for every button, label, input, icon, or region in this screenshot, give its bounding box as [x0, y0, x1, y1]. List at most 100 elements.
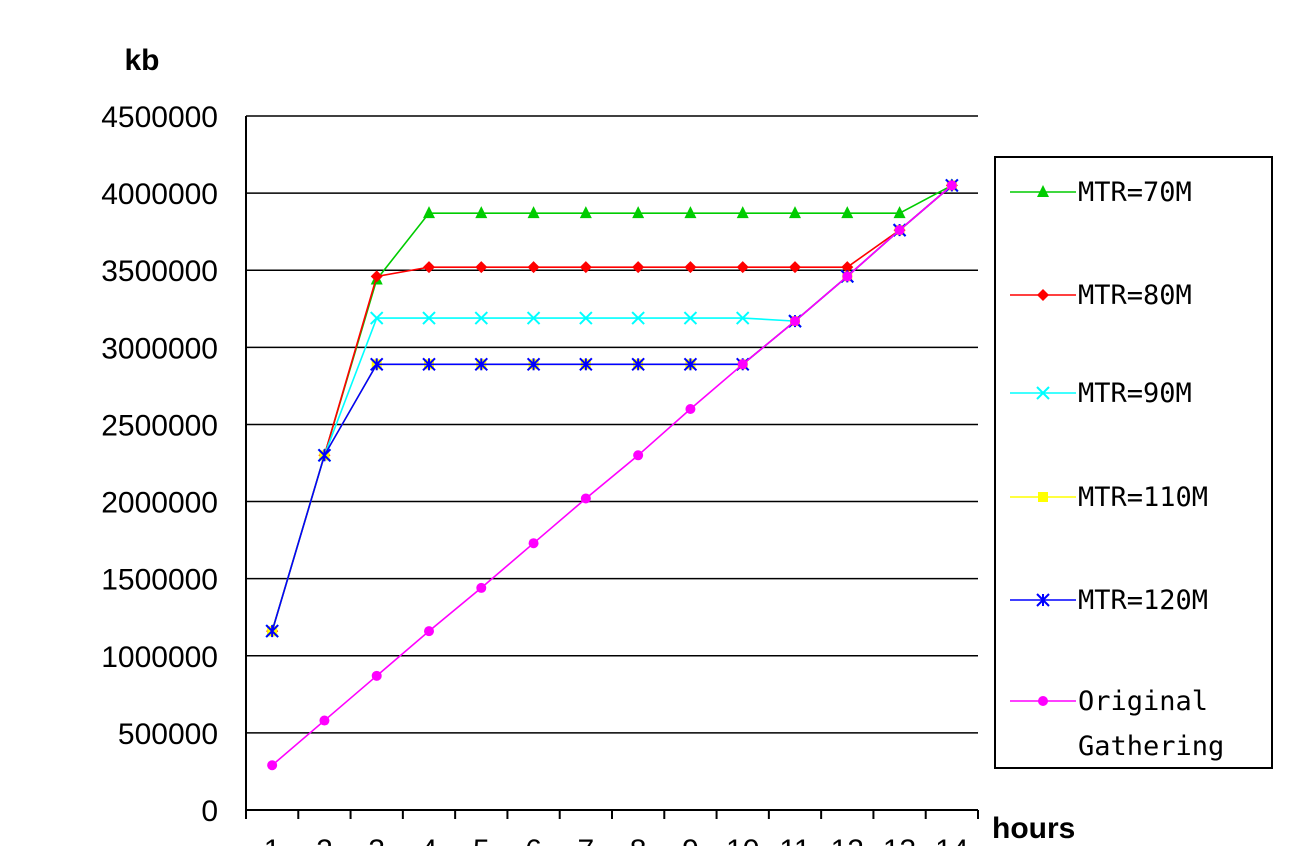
data-point: [842, 271, 853, 282]
data-point: [527, 206, 540, 219]
data-point-stroke: [526, 311, 541, 325]
legend-item: MTR=120M: [1010, 585, 1208, 616]
data-point: [946, 180, 957, 191]
data-point: [526, 357, 541, 372]
legend-item: MTR=70M: [1010, 177, 1192, 208]
y-tick-labels: 0 500000 1000000 1500000 2000000 2500000 30000…: [101, 101, 218, 828]
data-point: [370, 270, 383, 283]
data-point: [631, 357, 645, 372]
x-tick-label: 4: [421, 834, 438, 846]
data-point: [423, 206, 435, 219]
x-tick-label: 3: [368, 834, 385, 846]
series-2: [266, 179, 958, 638]
data-point: [736, 206, 749, 219]
y-tick-label: 1500000: [101, 564, 218, 597]
y-tick-label: 4500000: [101, 101, 218, 134]
legend: MTR=70M MTR=80M MTR=90M MTR=110M MTR=120M Ori…: [994, 156, 1273, 769]
y-tick-label: 500000: [118, 718, 218, 751]
legend-label: MTR=120M: [1078, 585, 1208, 616]
series-6: [267, 180, 957, 771]
y-tick-label: 1000000: [101, 641, 218, 674]
series-4: [267, 180, 957, 637]
x-axis-title: hours: [992, 812, 1075, 845]
y-tick-label: 3000000: [101, 332, 218, 365]
series-line: [271, 184, 953, 632]
data-point: [685, 404, 696, 415]
y-axis-title: kb: [124, 44, 159, 77]
data-point: [1036, 386, 1050, 400]
data-point: [1038, 492, 1048, 502]
x-tick-label: 9: [682, 834, 699, 846]
data-point-stroke: [370, 311, 384, 325]
data-point: [371, 670, 382, 681]
data-point-stroke: [1036, 386, 1050, 400]
data-point: [528, 538, 539, 549]
series-lines: [265, 178, 959, 771]
series-line: [271, 184, 953, 632]
data-point: [684, 206, 697, 219]
data-point: [841, 206, 854, 219]
data-point: [632, 206, 645, 219]
data-point: [475, 206, 488, 219]
data-point: [684, 261, 697, 274]
x-tick-label: 12: [831, 834, 864, 846]
legend-label: MTR=70M: [1078, 177, 1192, 208]
data-point: [1037, 289, 1049, 301]
data-point: [424, 626, 434, 637]
legend-item: MTR=90M: [1010, 378, 1192, 409]
data-point: [422, 311, 436, 325]
data-point: [841, 261, 854, 274]
legend-label: MTR=90M: [1078, 378, 1192, 409]
data-point-stroke: [736, 311, 750, 325]
data-point: [1036, 593, 1050, 607]
x-tick-label: 5: [473, 834, 490, 846]
data-point: [736, 311, 750, 325]
data-point-stroke: [631, 311, 645, 325]
series-3: [265, 178, 959, 638]
data-point-stroke: [422, 311, 436, 325]
series-line: [271, 184, 953, 632]
data-point: [423, 261, 435, 274]
data-point: [475, 261, 488, 274]
x-tick-label: 11: [779, 834, 810, 846]
data-point-stroke: [474, 311, 488, 325]
x-tick-label: 2: [316, 834, 333, 846]
data-point: [789, 261, 801, 274]
data-point: [789, 206, 801, 219]
data-point: [1037, 185, 1049, 197]
legend-items: MTR=70M MTR=80M MTR=90M MTR=110M MTR=120M Ori…: [1010, 177, 1224, 762]
data-point: [527, 261, 540, 274]
data-point: [736, 261, 749, 274]
data-point: [422, 357, 436, 372]
y-tick-label: 4000000: [101, 178, 218, 211]
y-tick-label: 0: [201, 795, 218, 828]
data-point: [632, 261, 645, 274]
data-point: [317, 448, 332, 462]
data-point: [631, 311, 645, 325]
data-point: [893, 206, 906, 219]
legend-label: MTR=80M: [1078, 280, 1192, 311]
data-point: [737, 359, 748, 370]
series-line: [271, 184, 953, 632]
y-tick-label: 3500000: [101, 255, 218, 288]
data-point: [370, 311, 384, 325]
x-tick-label: 7: [578, 834, 595, 846]
legend-item: MTR=110M: [1010, 482, 1208, 513]
data-point: [526, 311, 541, 325]
legend-item: MTR=80M: [1010, 280, 1192, 311]
data-point: [370, 357, 384, 372]
data-point: [633, 450, 644, 461]
x-tick-label: 8: [630, 834, 647, 846]
data-point: [683, 357, 698, 372]
series-line: [271, 184, 953, 632]
gridlines: [246, 115, 978, 734]
data-point: [683, 311, 698, 325]
data-point: [894, 225, 905, 236]
y-tick-label: 2500000: [101, 409, 218, 442]
legend-box: [994, 156, 1273, 769]
axes: [245, 116, 979, 819]
data-point-stroke: [579, 311, 593, 325]
legend-label: Gathering: [1078, 731, 1224, 762]
x-tick-labels: 1234567891011121314: [264, 834, 969, 846]
